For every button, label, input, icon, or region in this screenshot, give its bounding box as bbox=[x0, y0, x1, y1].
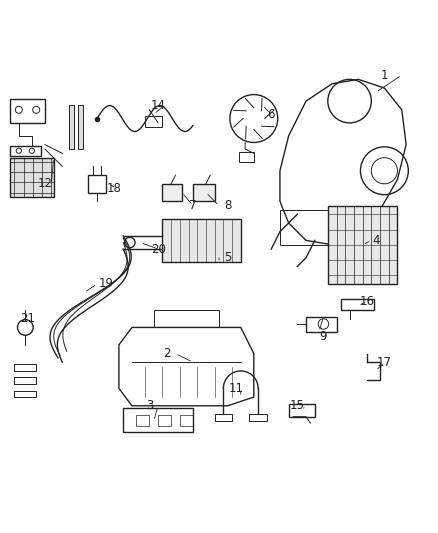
Bar bbox=[306, 317, 336, 332]
Text: 9: 9 bbox=[320, 329, 327, 343]
Text: 18: 18 bbox=[107, 182, 122, 195]
Text: 3: 3 bbox=[146, 399, 153, 412]
Bar bbox=[239, 152, 254, 162]
Text: 2: 2 bbox=[163, 347, 170, 360]
Bar bbox=[69, 106, 74, 149]
Text: 19: 19 bbox=[99, 277, 113, 290]
Bar bbox=[250, 415, 267, 421]
Bar bbox=[289, 403, 315, 417]
Bar bbox=[10, 99, 45, 123]
Bar bbox=[14, 377, 36, 384]
Text: 8: 8 bbox=[224, 199, 231, 212]
Bar bbox=[123, 408, 193, 432]
Bar bbox=[341, 299, 374, 310]
Bar bbox=[154, 310, 219, 327]
Text: 20: 20 bbox=[151, 243, 166, 256]
Bar bbox=[158, 415, 171, 426]
Bar bbox=[10, 158, 53, 197]
Text: 16: 16 bbox=[360, 295, 374, 308]
Text: 15: 15 bbox=[290, 399, 305, 412]
Bar bbox=[14, 365, 36, 371]
Bar bbox=[328, 206, 397, 284]
Text: 6: 6 bbox=[268, 108, 275, 120]
Bar bbox=[193, 184, 215, 201]
Bar bbox=[162, 219, 241, 262]
Text: 11: 11 bbox=[229, 382, 244, 395]
Bar bbox=[162, 184, 182, 201]
Text: 17: 17 bbox=[377, 356, 392, 369]
Bar bbox=[215, 415, 232, 421]
Bar bbox=[14, 391, 36, 397]
Bar bbox=[280, 210, 345, 245]
Bar bbox=[136, 415, 149, 426]
Text: 21: 21 bbox=[20, 312, 35, 325]
Text: 7: 7 bbox=[189, 199, 197, 212]
Text: 14: 14 bbox=[151, 99, 166, 112]
Text: 5: 5 bbox=[224, 251, 231, 264]
Bar bbox=[78, 106, 83, 149]
Bar bbox=[180, 415, 193, 426]
Text: 4: 4 bbox=[372, 234, 379, 247]
Text: 12: 12 bbox=[37, 177, 53, 190]
Text: 1: 1 bbox=[381, 69, 388, 82]
Bar bbox=[10, 146, 41, 156]
Bar bbox=[88, 175, 106, 192]
Bar bbox=[145, 116, 162, 127]
